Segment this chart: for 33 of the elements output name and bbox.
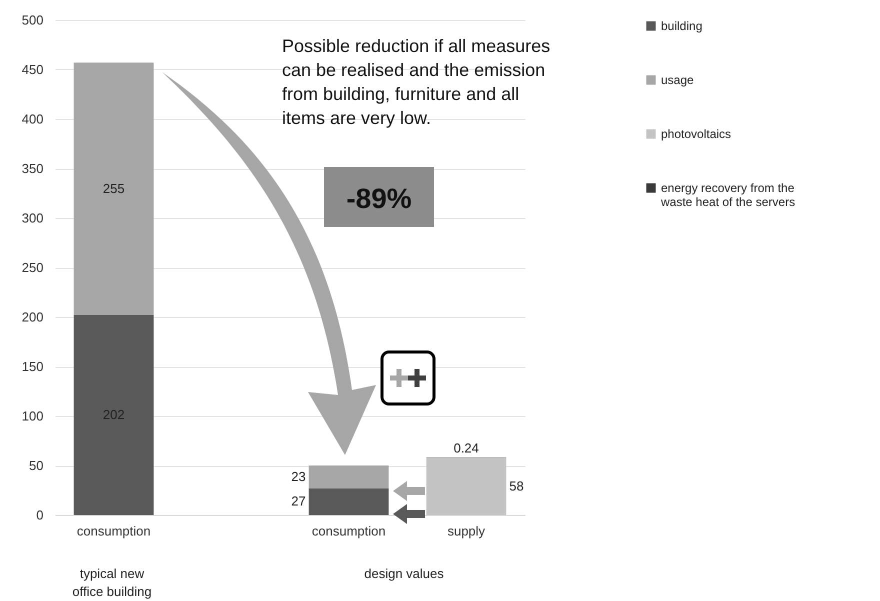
data-label: 23 [291,468,306,484]
annotation: -89% [346,183,412,214]
legend-label: building [661,19,702,33]
text: design values [364,566,444,581]
y-tick-label: 250 [22,260,44,275]
legend-label: energy recovery from the waste heat of the servers [660,181,796,209]
data-label: 58 [509,478,524,494]
bar [426,458,506,515]
y-tick-label: 400 [22,112,44,126]
y-tick-label: 100 [22,408,44,424]
y-tick-label: 0 [36,508,44,522]
text: typical new office building [72,566,152,599]
data-label: 255 [102,180,125,196]
y-tick-label: 150 [22,359,44,374]
legend-label: photovoltaics [661,127,732,141]
legend-label: usage [661,73,694,87]
y-tick-label: 350 [22,161,44,176]
x-tick-label: consumption [312,524,386,538]
data-label: 202 [102,407,125,422]
y-tick-label: 50 [29,458,44,473]
y-tick-label: 500 [22,12,44,28]
y-tick-label: 200 [22,310,44,324]
bar [74,315,154,515]
bar [74,62,154,316]
y-tick-label: 450 [22,62,44,77]
x-tick-label: consumption [76,524,151,538]
annotation: Possible reduction if all measures can be realised and the emission from building, furniture and all items are very low. [282,36,550,128]
bar [308,466,389,488]
y-tick-label: 300 [22,210,44,226]
data-label: 27 [291,494,306,509]
bar [308,488,389,515]
x-tick-label: supply [447,524,486,538]
data-label: 0.24 [454,440,479,456]
